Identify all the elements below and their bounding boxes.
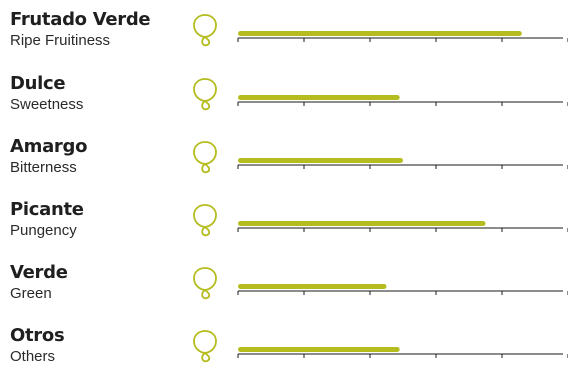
attribute-label: Amargo: [10, 136, 88, 157]
bar-plot: [237, 221, 568, 232]
olive-drop-icon: [193, 78, 217, 111]
bar-plot: [237, 347, 568, 358]
bar-plot: [237, 95, 568, 106]
attribute-label: Dulce: [10, 73, 66, 94]
attribute-row: Picante Pungency: [0, 200, 568, 256]
attribute-sublabel: Others: [10, 348, 56, 365]
attribute-sublabel: Sweetness: [10, 96, 84, 113]
attribute-label: Frutado Verde: [10, 9, 151, 30]
olive-drop-icon: [193, 14, 217, 47]
attribute-sublabel: Pungency: [10, 222, 77, 239]
attribute-row: Frutado Verde Ripe Fruitiness: [0, 10, 568, 66]
attribute-row: Dulce Sweetness: [0, 74, 568, 130]
bar: [238, 221, 486, 226]
bar-plot: [237, 31, 568, 42]
attribute-sublabel: Green: [10, 285, 52, 302]
attribute-label: Picante: [10, 199, 84, 220]
bar: [238, 95, 400, 100]
attribute-sublabel: Ripe Fruitiness: [10, 32, 111, 49]
bar: [238, 284, 387, 289]
attribute-row: Amargo Bitterness: [0, 137, 568, 193]
olive-drop-icon: [193, 141, 217, 174]
bar: [238, 31, 522, 36]
olive-drop-icon: [193, 204, 217, 237]
attribute-label: Otros: [10, 325, 65, 346]
olive-drop-icon: [193, 330, 217, 363]
olive-drop-icon: [193, 267, 217, 300]
attribute-label: Verde: [10, 262, 68, 283]
bar-plot: [237, 158, 568, 169]
bar: [238, 347, 400, 352]
attribute-row: Otros Others: [0, 326, 568, 382]
bar: [238, 158, 403, 163]
attribute-sublabel: Bitterness: [10, 159, 77, 176]
bar-plot: [237, 284, 568, 295]
attribute-row: Verde Green: [0, 263, 568, 319]
